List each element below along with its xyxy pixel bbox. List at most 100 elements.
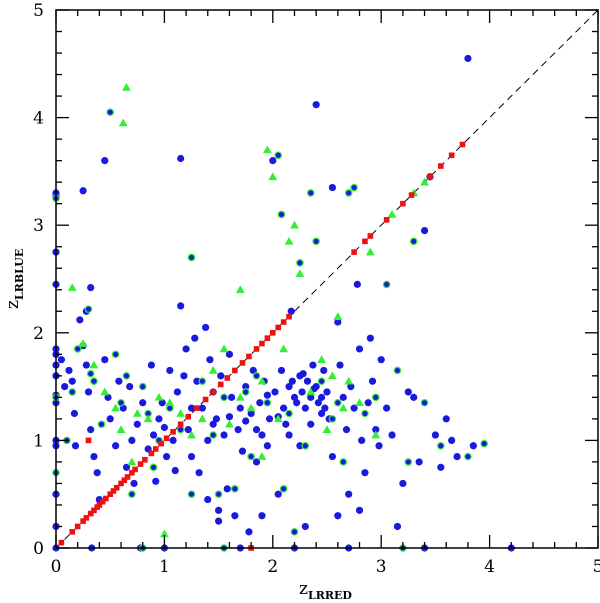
point-circle-green-filled-24-core — [210, 432, 216, 438]
point-circle-168 — [242, 417, 250, 425]
point-circle-40 — [122, 463, 131, 471]
point-triangle-23 — [262, 145, 272, 154]
point-circle-167 — [225, 413, 234, 421]
point-circle-159 — [258, 512, 266, 520]
point-circle-165 — [187, 404, 196, 412]
point-circle-131 — [366, 334, 374, 342]
point-circle-green-filled-21-core — [188, 254, 195, 261]
point-circle-green-filled-40-core — [362, 410, 368, 417]
point-circle-green-filled-11-core — [113, 351, 119, 357]
y-tick-label: 3 — [33, 216, 44, 236]
point-triangle-22 — [257, 376, 267, 385]
point-circle-175 — [317, 393, 326, 401]
point-circle-78 — [225, 350, 234, 358]
point-square-23 — [163, 435, 170, 442]
plot-frame — [55, 9, 599, 549]
point-circle-52 — [158, 399, 166, 407]
point-triangle-25 — [273, 414, 283, 423]
point-circle-120 — [336, 361, 344, 369]
x-tick-label: 0 — [51, 557, 62, 577]
point-circle-145 — [431, 431, 439, 439]
point-circle-green-filled-13-core — [123, 373, 130, 379]
point-circle-21 — [76, 316, 84, 324]
point-circle-90 — [258, 431, 266, 439]
point-circle-23 — [82, 361, 90, 369]
point-circle-172 — [285, 431, 293, 439]
point-circle-green-filled-32-core — [286, 410, 292, 417]
point-circle-50 — [152, 477, 160, 485]
y-tick-label: 4 — [33, 109, 44, 129]
point-square-36 — [259, 340, 265, 347]
point-circle-green-filled-57-core — [291, 529, 298, 535]
point-circle-16 — [61, 383, 69, 391]
point-circle-118 — [328, 183, 337, 192]
point-circle-41 — [126, 383, 134, 391]
point-circle-67 — [195, 469, 203, 477]
point-circle-green-filled-53-core — [313, 238, 319, 244]
point-circle-green-filled-14-core — [129, 491, 135, 497]
point-circle-122 — [342, 426, 351, 434]
point-circle-136 — [383, 404, 391, 412]
point-circle-46 — [139, 399, 147, 407]
series-triangle — [67, 83, 429, 538]
point-circle-114 — [323, 388, 331, 396]
y-axis-label-subscript: LRBLUE — [13, 249, 26, 300]
point-square-26 — [185, 413, 192, 420]
point-circle-51 — [155, 415, 163, 423]
point-square-19 — [142, 456, 148, 463]
point-circle-33 — [101, 157, 109, 165]
point-triangle-17 — [208, 366, 218, 374]
point-circle-88 — [252, 458, 261, 466]
y-axis-label-main: z — [3, 300, 23, 309]
point-circle-green-filled-34-core — [302, 443, 308, 449]
point-circle-green-filled-50-core — [216, 491, 222, 497]
point-circle-15 — [57, 356, 66, 364]
x-tick-label: 5 — [593, 557, 600, 577]
point-square-30 — [217, 381, 224, 388]
point-circle-green-filled-9-core — [98, 421, 105, 427]
point-square-38 — [270, 330, 276, 336]
point-square-32 — [232, 367, 238, 374]
point-circle-49 — [149, 431, 158, 439]
point-square-42 — [362, 238, 368, 245]
point-square-14 — [121, 477, 128, 484]
point-circle-106 — [301, 404, 309, 412]
y-tick-label: 2 — [33, 324, 44, 344]
point-circle-148 — [448, 436, 456, 444]
point-triangle-19 — [225, 419, 234, 428]
point-circle-149 — [453, 452, 461, 461]
point-circle-116 — [328, 452, 337, 461]
point-circle-green-filled-37-core — [329, 416, 336, 422]
point-circle-green-filled-48-core — [465, 453, 471, 460]
point-circle-62 — [182, 345, 190, 353]
point-square-44 — [383, 217, 390, 223]
point-circle-162 — [204, 495, 212, 504]
point-circle-103 — [293, 399, 301, 407]
point-circle-76 — [220, 431, 228, 439]
point-circle-green-filled-46-core — [421, 400, 428, 406]
point-circle-27 — [93, 469, 101, 477]
point-circle-58 — [173, 388, 182, 396]
point-circle-139 — [399, 479, 407, 488]
point-triangle-42 — [257, 452, 267, 460]
point-circle-101 — [287, 307, 295, 315]
point-circle-37 — [112, 442, 120, 450]
point-circle-166 — [209, 420, 217, 428]
point-circle-73 — [212, 415, 221, 423]
point-circle-green-filled-17-core — [150, 464, 157, 470]
point-circle-26 — [90, 452, 98, 461]
point-circle-135 — [377, 356, 385, 364]
point-circle-green-filled-31-core — [278, 211, 285, 218]
point-square-0 — [69, 529, 76, 535]
point-square-4 — [87, 510, 94, 517]
point-circle-35 — [104, 393, 112, 401]
point-circle-79 — [228, 393, 236, 401]
point-circle-32 — [87, 284, 95, 292]
point-square-28 — [202, 396, 209, 403]
point-triangle-44 — [322, 425, 332, 433]
point-circle-green-filled-6-core — [85, 306, 92, 312]
series-square — [58, 141, 466, 551]
x-tick-label: 2 — [267, 557, 278, 577]
point-circle-70 — [204, 436, 212, 444]
point-circle-54 — [162, 452, 171, 461]
